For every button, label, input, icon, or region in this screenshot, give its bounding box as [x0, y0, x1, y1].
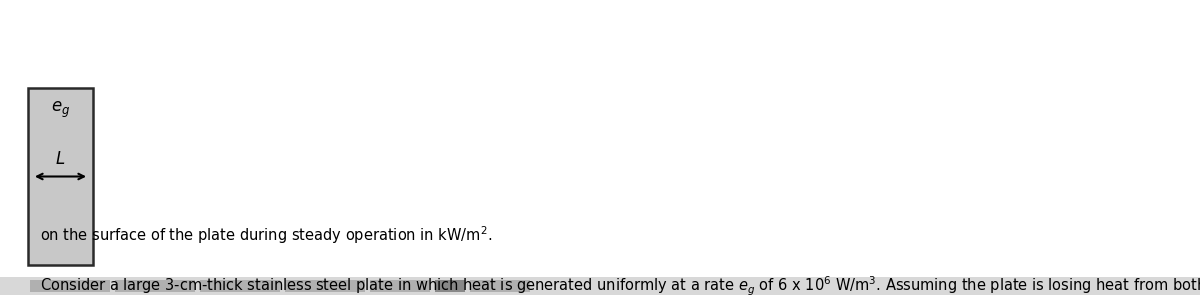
Bar [30, 280, 110, 292]
Text: $L$: $L$ [55, 150, 66, 168]
Bar [436, 280, 466, 292]
Text: Consider a large 3-cm-thick stainless steel plate in which heat is generated uni: Consider a large 3-cm-thick stainless st… [40, 274, 1200, 295]
Bar [370, 280, 430, 292]
Bar [200, 280, 280, 292]
Bar [470, 280, 530, 292]
Text: $e_g$: $e_g$ [50, 100, 70, 120]
Bar [286, 280, 365, 292]
Bar [115, 280, 194, 292]
Bar [0, 277, 1200, 295]
Text: on the surface of the plate during steady operation in kW/m$^2$.: on the surface of the plate during stead… [40, 224, 492, 246]
Bar [28, 88, 94, 265]
